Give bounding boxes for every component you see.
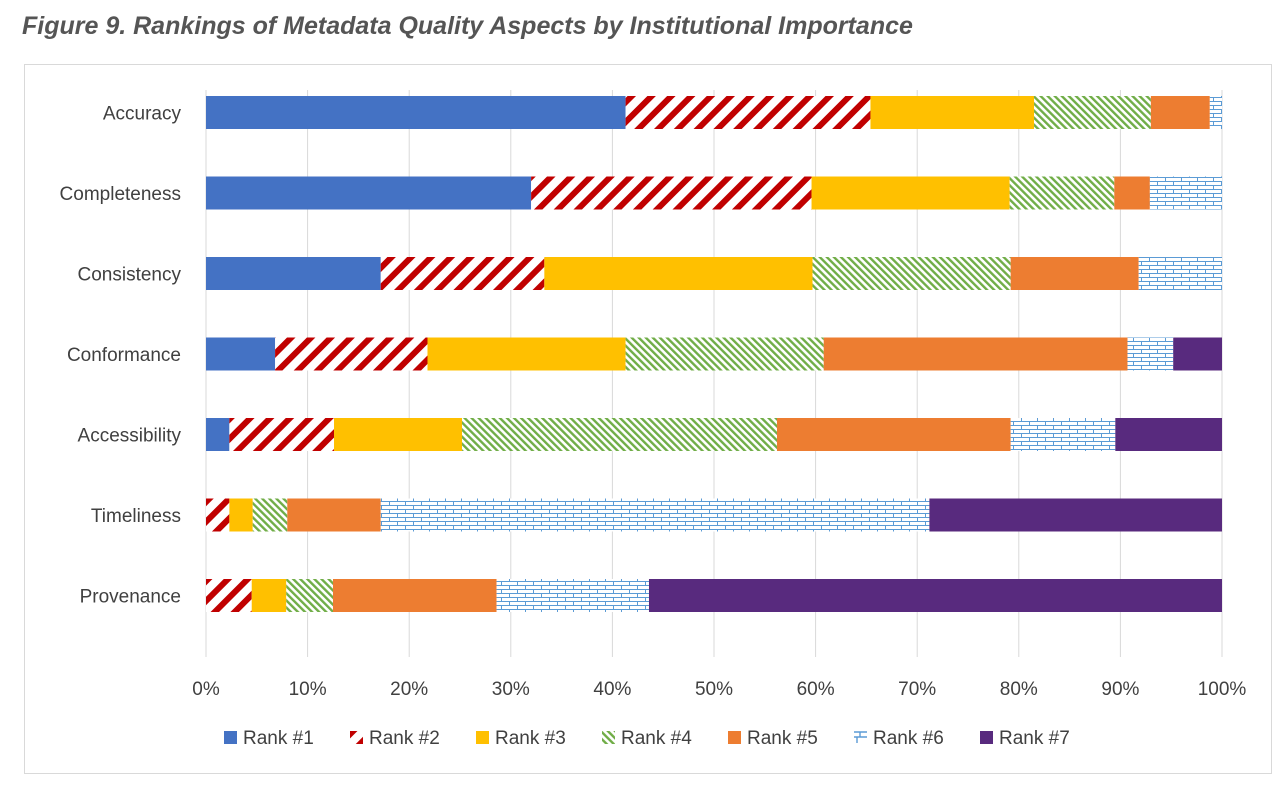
bar-completeness-rank-6 [1149, 176, 1222, 210]
bar-provenance-rank-2 [206, 579, 252, 612]
legend-item-rank-7: Rank #7 [980, 728, 1070, 749]
bar-conformance-rank-5 [823, 337, 1128, 371]
bar-conformance-rank-7 [1173, 337, 1222, 371]
bar-accuracy-rank-1 [206, 96, 626, 129]
x-tick-label-10: 10% [289, 679, 327, 700]
legend-swatch-rank-4 [602, 731, 615, 744]
bar-timeliness-rank-2 [206, 498, 230, 532]
legend-label-rank-5: Rank #5 [747, 728, 818, 749]
bar-provenance-rank-6 [496, 579, 649, 612]
x-tick-label-90: 90% [1101, 679, 1139, 700]
bar-provenance-rank-5 [333, 579, 497, 612]
legend-item-rank-6: Rank #6 [854, 728, 944, 749]
bar-timeliness-rank-5 [287, 498, 381, 532]
bar-completeness-rank-3 [811, 176, 1010, 210]
bar-conformance-rank-3 [427, 337, 626, 371]
legend-item-rank-4: Rank #4 [602, 728, 692, 749]
bar-conformance-rank-6 [1127, 337, 1174, 371]
bar-completeness-rank-1 [206, 176, 532, 210]
x-tick-label-0: 0% [192, 679, 220, 700]
legend-swatch-rank-2 [350, 731, 363, 744]
legend-swatch-rank-5 [728, 731, 741, 744]
bar-accessibility-rank-6 [1010, 418, 1116, 451]
bar-accuracy-rank-5 [1150, 96, 1210, 129]
legend: Rank #1 Rank #2 Rank #3 Rank #4 Rank #5 Rank … [224, 728, 1070, 749]
legend-item-rank-2: Rank #2 [350, 728, 440, 749]
x-tick-label-50: 50% [695, 679, 733, 700]
bar-conformance-rank-2 [275, 337, 428, 371]
bar-completeness-rank-4 [1009, 176, 1115, 210]
category-label-consistency: Consistency [78, 265, 182, 286]
bar-accessibility-rank-7 [1115, 418, 1222, 451]
legend-item-rank-3: Rank #3 [476, 728, 566, 749]
x-tick-label-100: 100% [1198, 679, 1247, 700]
category-label-accessibility: Accessibility [78, 426, 182, 447]
legend-swatch-rank-1 [224, 731, 237, 744]
bar-consistency-rank-5 [1010, 257, 1139, 290]
bar-timeliness-rank-6 [380, 498, 930, 532]
bar-timeliness-rank-3 [229, 498, 253, 532]
bar-accessibility-rank-5 [776, 418, 1011, 451]
bar-provenance-rank-3 [251, 579, 287, 612]
x-axis-tick-labels: 0% 10% 20% 30% 40% 50% 60% 70% 80% 90% 100% [192, 679, 1246, 700]
legend-label-rank-6: Rank #6 [873, 728, 944, 749]
bar-consistency-rank-3 [544, 257, 813, 290]
legend-label-rank-2: Rank #2 [369, 728, 440, 749]
bar-consistency-rank-1 [206, 257, 381, 290]
legend-item-rank-5: Rank #5 [728, 728, 818, 749]
gridlines [205, 90, 1223, 657]
legend-swatch-rank-3 [476, 731, 489, 744]
legend-swatch-rank-7 [980, 731, 993, 744]
stacked-bar-chart: Accuracy Completeness Consistency Conforman… [60, 90, 1246, 749]
legend-label-rank-1: Rank #1 [243, 728, 314, 749]
bars [206, 96, 1222, 612]
bar-accessibility-rank-3 [334, 418, 463, 451]
bar-accuracy-rank-6 [1209, 96, 1222, 129]
bar-timeliness-rank-7 [929, 498, 1222, 532]
bar-completeness-rank-5 [1114, 176, 1150, 210]
bar-accessibility-rank-1 [206, 418, 230, 451]
bar-accessibility-rank-2 [229, 418, 335, 451]
bar-consistency-rank-4 [812, 257, 1011, 290]
category-label-conformance: Conformance [67, 345, 181, 366]
legend-label-rank-3: Rank #3 [495, 728, 566, 749]
bar-completeness-rank-2 [531, 176, 812, 210]
chart-frame: Accuracy Completeness Consistency Conforman… [24, 64, 1272, 774]
legend-item-rank-1: Rank #1 [224, 728, 314, 749]
x-tick-label-70: 70% [898, 679, 936, 700]
bar-accuracy-rank-2 [625, 96, 871, 129]
category-label-accuracy: Accuracy [103, 104, 182, 125]
bar-conformance-rank-1 [206, 337, 276, 371]
bar-provenance-rank-7 [648, 579, 1222, 612]
x-tick-label-60: 60% [797, 679, 835, 700]
bar-accessibility-rank-4 [462, 418, 777, 451]
category-label-completeness: Completeness [60, 184, 181, 205]
category-label-timeliness: Timeliness [91, 506, 181, 527]
legend-label-rank-4: Rank #4 [621, 728, 692, 749]
bar-accuracy-rank-3 [870, 96, 1035, 129]
bar-accuracy-rank-4 [1034, 96, 1151, 129]
x-tick-label-40: 40% [593, 679, 631, 700]
bar-timeliness-rank-4 [252, 498, 288, 532]
bar-consistency-rank-6 [1138, 257, 1222, 290]
bar-consistency-rank-2 [380, 257, 545, 290]
category-label-provenance: Provenance [80, 587, 181, 608]
category-labels: Accuracy Completeness Consistency Conforman… [60, 104, 182, 608]
legend-swatch-rank-6 [854, 731, 867, 743]
bar-conformance-rank-4 [625, 337, 824, 371]
bar-provenance-rank-4 [286, 579, 333, 612]
x-tick-label-30: 30% [492, 679, 530, 700]
x-tick-label-20: 20% [390, 679, 428, 700]
chart-title: Figure 9. Rankings of Metadata Quality A… [22, 12, 913, 40]
x-tick-label-80: 80% [1000, 679, 1038, 700]
legend-label-rank-7: Rank #7 [999, 728, 1070, 749]
